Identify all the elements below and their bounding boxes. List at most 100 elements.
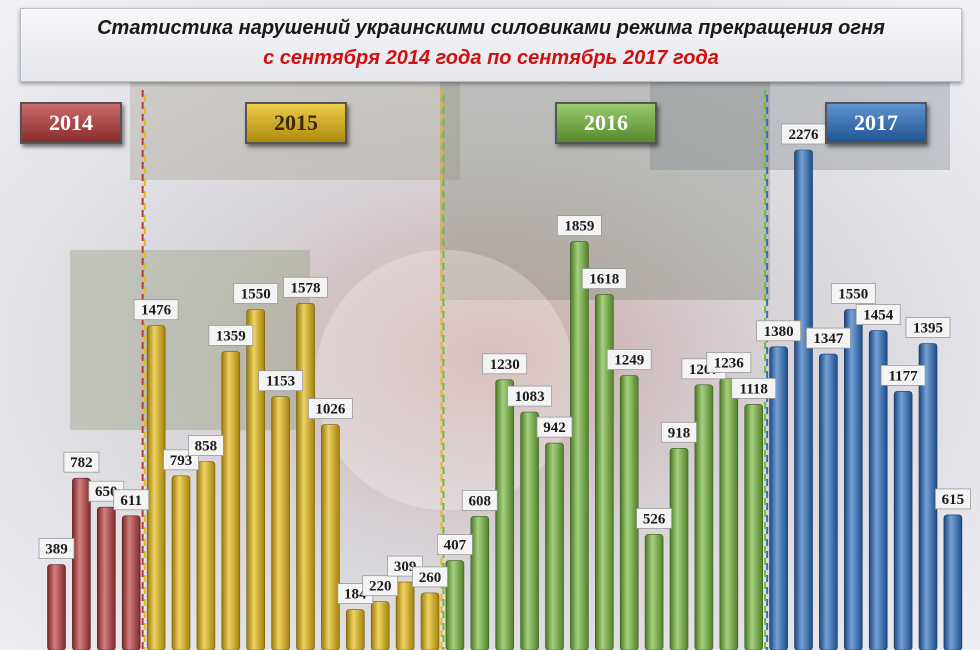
bar-2015-7 [296, 303, 315, 650]
bar-2016-9 [644, 534, 664, 650]
year-label-2016: 2016 [555, 102, 657, 144]
data-label-2015-11: 309 [394, 559, 417, 575]
data-label-2016-4: 1083 [515, 389, 545, 405]
bar-2014-1 [47, 564, 66, 650]
data-label-box-2015-10 [362, 575, 399, 597]
bar-2017-2 [794, 149, 813, 650]
bar-2016-5 [545, 442, 564, 650]
bar-2016-13 [744, 404, 763, 650]
bar-2017-6 [893, 391, 913, 650]
data-label-2016-10: 918 [668, 425, 691, 441]
bar-2016-7 [595, 294, 614, 650]
bar-2015-11 [395, 581, 415, 650]
data-label-2015-8: 1026 [315, 402, 346, 418]
bar-2015-4 [221, 351, 241, 650]
data-label-box-2017-7 [905, 317, 951, 338]
bar-2016-2 [470, 516, 490, 650]
bar-2017-8 [943, 514, 963, 650]
data-label-2015-1: 1476 [141, 303, 172, 319]
data-label-2017-4: 1550 [838, 287, 868, 303]
data-label-box-2015-5 [233, 283, 279, 304]
bar-2017-5 [868, 330, 888, 650]
data-label-2016-2: 608 [469, 493, 492, 509]
bar-2016-8 [619, 375, 639, 650]
data-label-box-2014-4 [113, 489, 150, 511]
data-label-2015-3: 858 [195, 439, 218, 455]
data-label-2015-7: 1578 [291, 280, 321, 296]
data-label-2014-4: 611 [120, 493, 142, 509]
bar-2014-3 [97, 506, 116, 650]
bar-2016-11 [694, 384, 714, 650]
data-label-2016-12: 1236 [714, 356, 745, 372]
data-label-2016-6: 1859 [564, 219, 594, 235]
data-label-2015-9: 184 [344, 587, 367, 603]
bar-2015-2 [171, 475, 191, 650]
data-label-box-2016-9 [636, 507, 672, 529]
bar-2017-3 [819, 353, 838, 650]
bar-2015-5 [246, 309, 265, 650]
background-photo-2014 [70, 250, 310, 430]
bar-2017-7 [918, 343, 938, 650]
data-label-2016-7: 1618 [589, 272, 619, 288]
data-label-box-2015-8 [307, 398, 353, 420]
data-label-box-2015-1 [133, 299, 179, 321]
chart-header: Статистика нарушений украинскими силовик… [20, 8, 962, 82]
chart-subtitle: с сентября 2014 года по сентябрь 2017 го… [263, 47, 719, 69]
data-label-2016-1: 407 [444, 538, 467, 554]
bar-2016-3 [495, 379, 514, 650]
data-label-box-2016-2 [461, 489, 498, 511]
data-label-box-2016-5 [536, 416, 573, 438]
data-label-box-2017-4 [830, 283, 876, 304]
data-label-2017-2: 2276 [789, 127, 820, 143]
data-label-2016-8: 1249 [614, 353, 644, 369]
bar-2014-2 [72, 477, 91, 650]
chart-title: Статистика нарушений украинскими силовик… [97, 17, 885, 39]
data-label-box-2017-5 [855, 304, 901, 326]
bar-2016-10 [669, 448, 689, 650]
data-label-box-2017-6 [880, 364, 926, 386]
data-label-box-2016-4 [507, 385, 553, 407]
year-label-2014: 2014 [20, 102, 122, 144]
data-label-2015-6: 1153 [266, 374, 295, 390]
bar-2016-1 [445, 560, 465, 650]
bar-2017-1 [769, 346, 788, 650]
bar-2015-9 [346, 609, 365, 650]
data-label-2017-7: 1395 [913, 321, 943, 337]
bar-2015-3 [196, 461, 216, 650]
data-label-2017-3: 1347 [813, 331, 844, 347]
data-label-2014-2: 782 [70, 455, 93, 471]
data-label-2015-2: 793 [170, 453, 193, 469]
data-label-2016-13: 1118 [740, 381, 768, 397]
data-label-box-2016-10 [661, 421, 697, 443]
data-label-box-2015-7 [283, 276, 328, 298]
data-label-box-2017-1 [756, 320, 801, 342]
data-label-2016-9: 526 [643, 511, 666, 527]
data-label-2017-5: 1454 [863, 308, 894, 324]
data-label-box-2015-4 [208, 324, 254, 346]
data-label-2015-12: 260 [419, 570, 442, 586]
data-label-box-2016-8 [606, 349, 652, 371]
data-label-box-2017-3 [806, 327, 851, 349]
data-label-box-2015-3 [187, 435, 224, 456]
bar-2016-4 [520, 411, 539, 650]
data-label-2015-4: 1359 [216, 328, 246, 344]
data-label-box-2016-6 [557, 215, 602, 237]
data-label-box-2016-7 [581, 268, 627, 290]
bar-2016-12 [719, 378, 739, 650]
data-label-box-2016-13 [731, 377, 777, 399]
data-label-2015-5: 1550 [241, 287, 271, 303]
bar-2016-6 [570, 241, 589, 650]
bar-2015-8 [321, 424, 340, 650]
bar-2015-12 [420, 592, 440, 650]
bar-2015-6 [271, 396, 290, 650]
bar-2015-10 [370, 601, 390, 650]
data-label-box-2016-12 [706, 352, 752, 373]
data-label-2017-1: 1380 [764, 324, 794, 340]
data-label-2014-1: 389 [45, 542, 68, 558]
data-label-box-2014-2 [63, 451, 100, 473]
data-label-box-2015-12 [412, 566, 448, 588]
bar-2015-1 [146, 325, 166, 650]
data-label-box-2015-6 [258, 370, 304, 392]
year-label-2015: 2015 [245, 102, 347, 144]
